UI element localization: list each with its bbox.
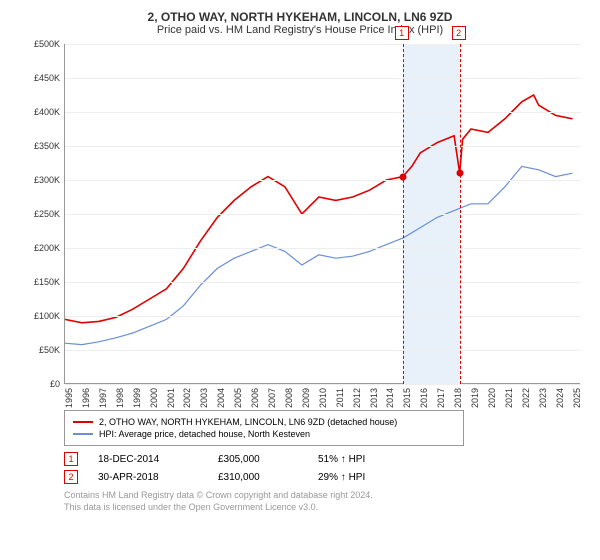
gridline-y — [65, 180, 581, 181]
yaxis-tick-label: £500K — [20, 39, 60, 49]
gridline-y — [65, 350, 581, 351]
xaxis-tick-label: 2011 — [335, 388, 345, 410]
gridline-y — [65, 44, 581, 45]
yaxis-tick-label: £100K — [20, 311, 60, 321]
series-line-hpi — [65, 166, 573, 344]
xaxis-tick-label: 1999 — [132, 388, 142, 410]
xaxis-tick-label: 2024 — [555, 388, 565, 410]
gridline-y — [65, 282, 581, 283]
sale-marker-vline — [460, 44, 461, 384]
xaxis-tick-label: 1995 — [64, 388, 74, 410]
legend-swatch — [73, 421, 93, 423]
yaxis-tick-label: £450K — [20, 73, 60, 83]
gridline-y — [65, 214, 581, 215]
yaxis-tick-label: £150K — [20, 277, 60, 287]
xaxis-tick-label: 2020 — [487, 388, 497, 410]
gridline-y — [65, 248, 581, 249]
xaxis-tick-label: 2018 — [453, 388, 463, 410]
xaxis-tick-label: 1996 — [81, 388, 91, 410]
sale-marker-vline — [403, 44, 404, 384]
xaxis-tick-label: 2025 — [572, 388, 582, 410]
chart-area: £0 £50K £100K £150K £200K £250K £300K £350K £400… — [20, 44, 580, 404]
footer-attribution: Contains HM Land Registry data © Crown c… — [64, 490, 580, 513]
xaxis-tick-label: 2017 — [436, 388, 446, 410]
chart-title: 2, OTHO WAY, NORTH HYKEHAM, LINCOLN, LN6… — [20, 10, 580, 24]
xaxis-tick-label: 2004 — [216, 388, 226, 410]
legend-item: 2, OTHO WAY, NORTH HYKEHAM, LINCOLN, LN6… — [73, 417, 455, 427]
gridline-y — [65, 384, 581, 385]
sale-price: £305,000 — [218, 454, 318, 465]
sales-row: 1 18-DEC-2014 £305,000 51% ↑ HPI — [64, 452, 580, 466]
xaxis-tick-label: 2008 — [284, 388, 294, 410]
sale-delta: 51% ↑ HPI — [318, 454, 365, 465]
yaxis-tick-label: £400K — [20, 107, 60, 117]
xaxis-tick-label: 2016 — [419, 388, 429, 410]
xaxis-tick-label: 1997 — [98, 388, 108, 410]
yaxis-tick-label: £0 — [20, 379, 60, 389]
xaxis-tick-label: 2000 — [149, 388, 159, 410]
yaxis-tick-label: £200K — [20, 243, 60, 253]
sale-marker-label: 1 — [395, 26, 409, 40]
xaxis-tick-label: 2009 — [301, 388, 311, 410]
legend-label: HPI: Average price, detached house, Nort… — [99, 429, 310, 439]
xaxis-tick-label: 2013 — [369, 388, 379, 410]
xaxis-tick-label: 2022 — [521, 388, 531, 410]
yaxis-tick-label: £300K — [20, 175, 60, 185]
sale-date: 18-DEC-2014 — [98, 454, 218, 465]
chart-subtitle: Price paid vs. HM Land Registry's House … — [20, 24, 580, 36]
xaxis-tick-label: 2001 — [166, 388, 176, 410]
xaxis-tick-label: 2003 — [199, 388, 209, 410]
sale-date: 30-APR-2018 — [98, 472, 218, 483]
xaxis-tick-label: 2019 — [470, 388, 480, 410]
legend-item: HPI: Average price, detached house, Nort… — [73, 429, 455, 439]
gridline-y — [65, 112, 581, 113]
yaxis-tick-label: £350K — [20, 141, 60, 151]
sales-row: 2 30-APR-2018 £310,000 29% ↑ HPI — [64, 470, 580, 484]
plot-area — [64, 44, 580, 384]
sale-delta: 29% ↑ HPI — [318, 472, 365, 483]
xaxis-tick-label: 1998 — [115, 388, 125, 410]
series-line-price_paid — [65, 95, 573, 323]
footer-line: This data is licensed under the Open Gov… — [64, 502, 580, 514]
yaxis-tick-label: £250K — [20, 209, 60, 219]
xaxis-tick-label: 2015 — [402, 388, 412, 410]
footer-line: Contains HM Land Registry data © Crown c… — [64, 490, 580, 502]
sales-table: 1 18-DEC-2014 £305,000 51% ↑ HPI 2 30-AP… — [64, 452, 580, 484]
sale-marker-label: 2 — [452, 26, 466, 40]
gridline-y — [65, 146, 581, 147]
legend-swatch — [73, 433, 93, 435]
xaxis-tick-label: 2007 — [267, 388, 277, 410]
xaxis-tick-label: 2006 — [250, 388, 260, 410]
xaxis-tick-label: 2012 — [352, 388, 362, 410]
sale-marker-icon: 2 — [64, 470, 78, 484]
xaxis-tick-label: 2023 — [538, 388, 548, 410]
sale-marker-icon: 1 — [64, 452, 78, 466]
sale-marker-dot — [399, 173, 406, 180]
gridline-y — [65, 78, 581, 79]
legend-label: 2, OTHO WAY, NORTH HYKEHAM, LINCOLN, LN6… — [99, 417, 397, 427]
gridline-y — [65, 316, 581, 317]
xaxis-tick-label: 2010 — [318, 388, 328, 410]
legend-box: 2, OTHO WAY, NORTH HYKEHAM, LINCOLN, LN6… — [64, 410, 464, 446]
xaxis-tick-label: 2014 — [385, 388, 395, 410]
xaxis-tick-label: 2005 — [233, 388, 243, 410]
xaxis-tick-label: 2002 — [182, 388, 192, 410]
sale-price: £310,000 — [218, 472, 318, 483]
yaxis-tick-label: £50K — [20, 345, 60, 355]
sale-marker-dot — [456, 170, 463, 177]
xaxis-tick-label: 2021 — [504, 388, 514, 410]
